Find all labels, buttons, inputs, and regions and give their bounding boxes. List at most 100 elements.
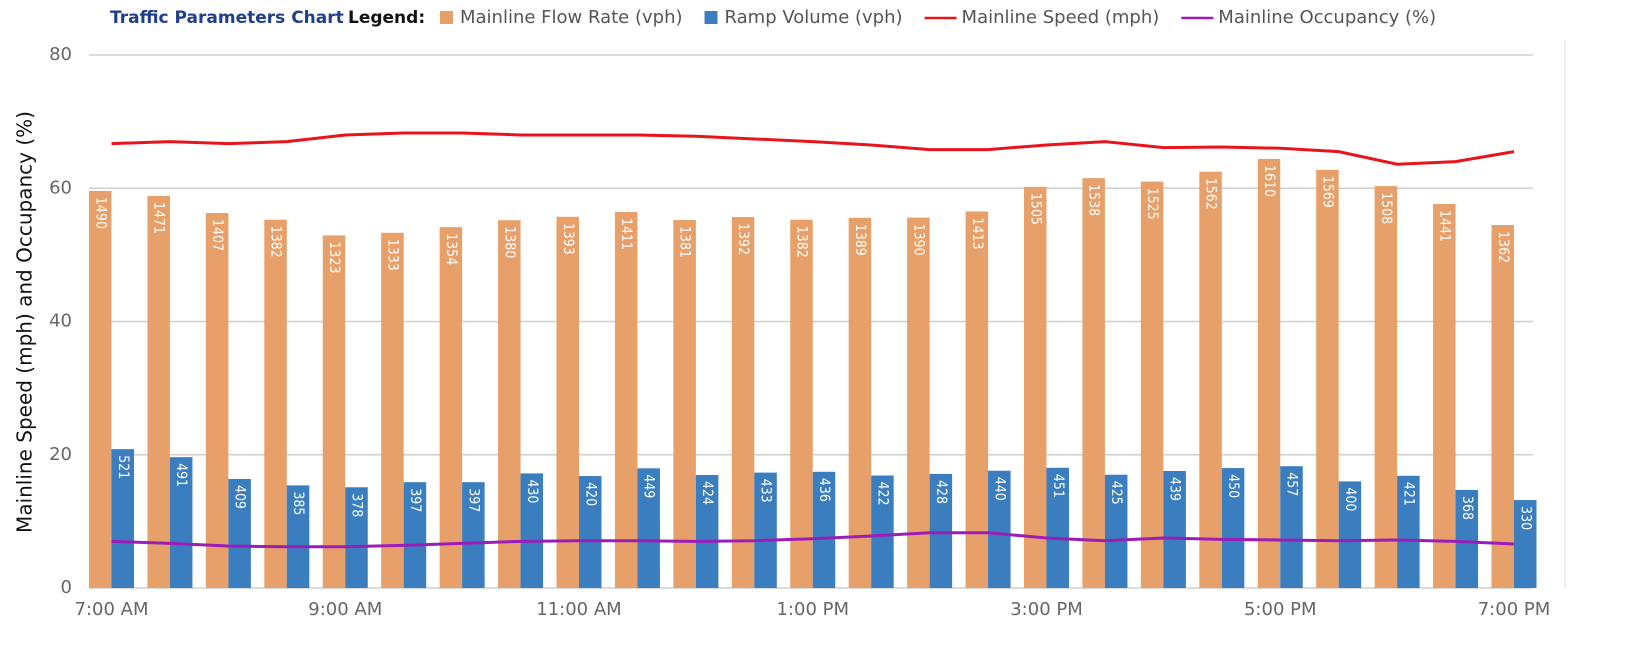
data-label: 397 xyxy=(465,488,481,512)
data-label: 400 xyxy=(1342,487,1358,511)
data-label: 1562 xyxy=(1203,178,1219,210)
bar xyxy=(1024,186,1047,589)
bar xyxy=(462,482,485,588)
bar xyxy=(147,195,170,588)
data-label: 330 xyxy=(1517,506,1533,530)
data-label: 1390 xyxy=(910,224,926,256)
bar xyxy=(1316,169,1339,588)
data-label: 1382 xyxy=(794,226,810,258)
data-label: 409 xyxy=(232,485,248,509)
data-label: 1411 xyxy=(618,218,634,250)
bar xyxy=(1514,500,1537,588)
y-tick-label: 60 xyxy=(49,177,72,198)
bar xyxy=(169,457,193,588)
data-label: 1381 xyxy=(677,226,693,258)
bar xyxy=(345,487,368,588)
bar xyxy=(1397,475,1420,588)
data-label: 1538 xyxy=(1086,184,1102,216)
data-label: 1323 xyxy=(326,241,342,273)
data-label: 1389 xyxy=(852,224,868,256)
bar xyxy=(556,216,579,588)
data-label: 1441 xyxy=(1436,210,1452,242)
legend-word: Legend: xyxy=(348,8,425,28)
data-label: 1393 xyxy=(560,223,576,255)
bar xyxy=(731,217,755,589)
data-label: 1354 xyxy=(443,233,459,265)
x-tick-label: 9:00 AM xyxy=(308,599,382,620)
bar xyxy=(1374,186,1398,589)
data-label: 422 xyxy=(874,482,890,506)
data-label: 430 xyxy=(524,479,540,503)
data-label: 451 xyxy=(1050,474,1066,498)
bar xyxy=(673,219,696,588)
bar xyxy=(812,471,836,588)
bar xyxy=(1199,171,1222,589)
bar xyxy=(403,482,427,588)
data-label: 1407 xyxy=(209,219,225,251)
data-label: 449 xyxy=(641,474,657,498)
bar xyxy=(637,468,660,588)
bar xyxy=(695,475,719,588)
bar xyxy=(988,470,1011,588)
legend-label: Ramp Volume (vph) xyxy=(725,7,903,28)
data-label: 368 xyxy=(1459,496,1475,520)
y-axis-label: Mainline Speed (mph) and Occupancy (%) xyxy=(13,111,37,533)
y-tick-label: 0 xyxy=(61,577,72,598)
legend-label: Mainline Occupancy (%) xyxy=(1218,7,1436,28)
bar xyxy=(929,473,953,588)
data-label: 1413 xyxy=(969,217,985,249)
data-label: 1490 xyxy=(92,197,108,229)
bar xyxy=(1280,466,1303,588)
bar xyxy=(1491,225,1514,589)
data-label: 436 xyxy=(816,478,832,502)
x-tick-label: 7:00 AM xyxy=(75,599,149,620)
bar xyxy=(89,190,112,589)
legend-label: Mainline Speed (mph) xyxy=(962,7,1160,28)
data-label: 1362 xyxy=(1495,231,1511,263)
bar xyxy=(1082,178,1105,589)
bar xyxy=(1455,489,1479,588)
x-tick-label: 7:00 PM xyxy=(1478,599,1551,620)
bar xyxy=(439,227,463,588)
data-label: 1569 xyxy=(1319,176,1335,208)
bar xyxy=(228,479,251,588)
data-label: 1382 xyxy=(268,226,284,258)
y-tick-label: 40 xyxy=(49,311,72,332)
bar xyxy=(264,219,287,588)
bar xyxy=(1140,181,1164,588)
data-label: 521 xyxy=(115,455,131,479)
data-label: 428 xyxy=(933,480,949,504)
bar xyxy=(965,211,989,589)
bar xyxy=(1338,481,1362,588)
bar xyxy=(614,211,638,588)
data-label: 378 xyxy=(349,493,365,517)
bar xyxy=(848,217,872,589)
data-label: 439 xyxy=(1167,477,1183,501)
bar xyxy=(1104,474,1128,588)
bar xyxy=(754,472,777,588)
data-label: 450 xyxy=(1225,474,1241,498)
data-label: 1508 xyxy=(1378,192,1394,224)
y-tick-label: 80 xyxy=(49,44,72,65)
bar xyxy=(381,232,404,588)
data-label: 1525 xyxy=(1144,188,1160,220)
bar xyxy=(907,217,930,588)
bar xyxy=(498,220,521,589)
legend-label: Mainline Flow Rate (vph) xyxy=(460,7,683,28)
data-label: 1471 xyxy=(151,202,167,234)
data-label: 425 xyxy=(1108,481,1124,505)
bar xyxy=(520,473,544,588)
data-label: 1380 xyxy=(501,226,517,258)
bar xyxy=(871,475,894,588)
bar xyxy=(1046,467,1069,588)
data-label: 1392 xyxy=(735,223,751,255)
data-label: 440 xyxy=(991,477,1007,501)
x-tick-label: 5:00 PM xyxy=(1244,599,1317,620)
data-label: 424 xyxy=(699,481,715,505)
bar xyxy=(286,485,310,588)
data-label: 433 xyxy=(758,479,774,503)
line xyxy=(111,531,1515,549)
bar xyxy=(111,449,134,588)
bar xyxy=(322,235,346,588)
